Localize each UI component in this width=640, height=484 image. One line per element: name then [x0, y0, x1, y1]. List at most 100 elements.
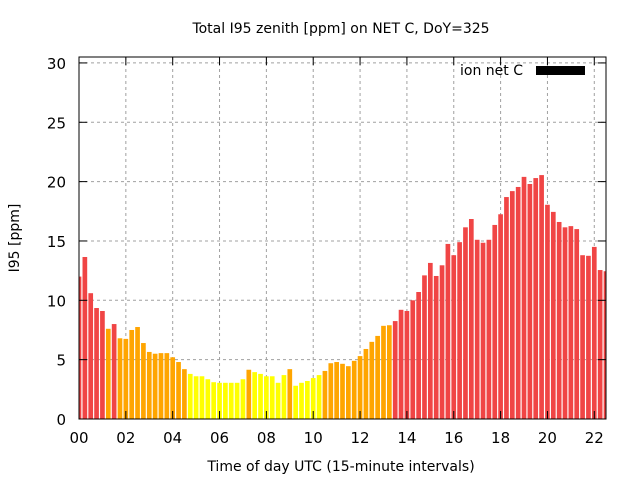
bars — [79, 175, 606, 419]
y-tick-label: 30 — [47, 55, 66, 73]
bar — [252, 372, 258, 419]
bar — [228, 382, 234, 419]
bar — [158, 353, 164, 419]
x-tick-label: 08 — [257, 429, 276, 447]
x-tick-label: 02 — [116, 429, 135, 447]
bar — [135, 327, 140, 419]
bar — [141, 343, 146, 419]
legend-label: ion net C — [460, 63, 523, 79]
bar — [129, 329, 135, 419]
y-tick-label: 25 — [47, 114, 66, 132]
bar — [187, 373, 193, 419]
bar — [182, 369, 187, 419]
plot-frame — [78, 56, 607, 420]
x-tick-label: 14 — [397, 429, 416, 447]
bar — [498, 214, 503, 419]
bar — [381, 325, 386, 419]
bar — [351, 360, 357, 419]
bar — [240, 379, 246, 419]
bar — [164, 353, 170, 419]
bar — [322, 370, 328, 419]
legend-swatch — [536, 66, 585, 75]
axis-ticks: 0 5 10 15 20 25 30 00 02 04 06 08 10 12 14 16 18 20 22 — [47, 55, 606, 447]
x-tick-label: 18 — [491, 429, 510, 447]
bar — [515, 186, 521, 419]
bar — [556, 221, 562, 419]
bar — [392, 321, 398, 419]
bar — [88, 293, 94, 419]
bar — [445, 243, 451, 419]
bar — [328, 363, 334, 419]
x-axis-label: Time of day UTC (15-minute intervals) — [206, 459, 474, 475]
bar — [504, 197, 509, 419]
bar — [521, 176, 527, 419]
bar — [111, 324, 117, 419]
bar — [369, 341, 375, 419]
y-tick-label: 0 — [56, 411, 66, 429]
bar — [451, 255, 457, 419]
bar — [269, 376, 275, 419]
bar — [275, 382, 281, 419]
bar — [539, 175, 544, 419]
x-tick-label: 22 — [585, 429, 604, 447]
bar — [492, 224, 498, 419]
bar — [580, 255, 585, 419]
bar — [234, 382, 240, 419]
bar — [117, 338, 123, 419]
bar — [258, 373, 263, 419]
bar — [597, 270, 603, 419]
bar — [82, 256, 88, 419]
bar — [246, 369, 252, 419]
y-tick-label: 20 — [47, 174, 66, 192]
bar — [287, 369, 293, 419]
x-tick-label: 00 — [69, 429, 88, 447]
bar — [603, 271, 606, 419]
bar — [574, 229, 580, 419]
bar — [346, 366, 351, 419]
bar — [281, 375, 287, 419]
bar — [363, 348, 369, 419]
legend: ion net C — [460, 63, 585, 79]
x-tick-label: 10 — [304, 429, 323, 447]
bar — [416, 292, 421, 419]
bar — [152, 353, 158, 419]
bar — [193, 376, 199, 419]
bar — [264, 376, 269, 419]
bar — [100, 310, 105, 419]
bar — [410, 300, 416, 419]
y-tick-label: 10 — [47, 292, 66, 310]
bar — [427, 262, 433, 419]
bar — [398, 309, 404, 419]
bar — [205, 379, 211, 419]
chart-title: Total I95 zenith [ppm] on NET C, DoY=325 — [191, 21, 489, 37]
x-tick-label: 16 — [444, 429, 463, 447]
bar — [468, 219, 474, 419]
bar — [533, 178, 539, 419]
bar — [170, 357, 176, 419]
bar — [562, 227, 568, 419]
bar — [199, 376, 205, 419]
bar — [550, 211, 556, 419]
bar — [404, 310, 410, 419]
bar — [123, 338, 129, 419]
bar — [340, 363, 345, 419]
bar — [375, 335, 380, 419]
bar — [223, 382, 228, 419]
bar — [79, 276, 82, 419]
bar — [422, 275, 427, 419]
bar — [357, 356, 363, 419]
bar — [146, 351, 152, 419]
bar — [176, 362, 181, 419]
bar — [527, 183, 533, 419]
bar — [545, 204, 550, 419]
bar — [305, 381, 310, 419]
y-tick-label: 15 — [47, 233, 66, 251]
bar — [310, 378, 316, 419]
bar — [316, 375, 322, 419]
bar — [105, 328, 111, 419]
x-tick-label: 12 — [351, 429, 370, 447]
bar — [334, 362, 339, 419]
bar — [591, 246, 597, 419]
bar — [439, 265, 445, 419]
bar — [480, 242, 486, 419]
